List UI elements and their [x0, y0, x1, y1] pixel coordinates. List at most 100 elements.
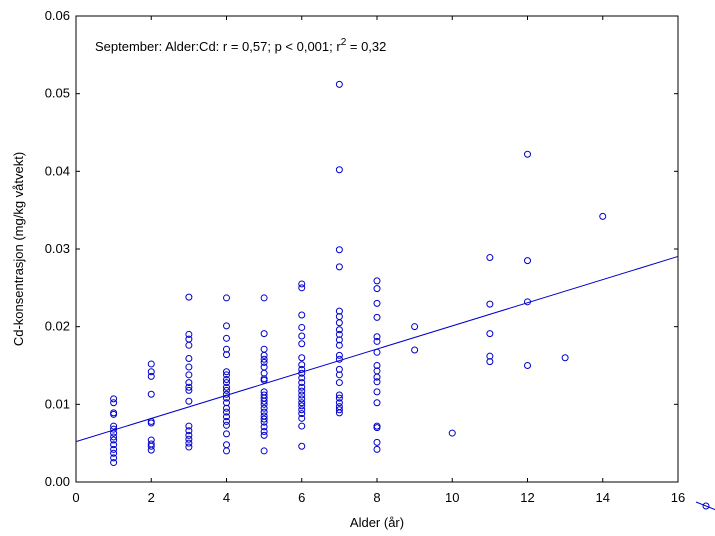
data-point: [335, 307, 343, 315]
y-axis-label: Cd-konsentrasjon (mg/kg våtvekt): [11, 152, 26, 346]
data-point: [524, 362, 531, 369]
data-point: [298, 422, 306, 430]
data-point: [373, 373, 381, 381]
data-point: [260, 428, 268, 436]
data-point: [260, 447, 268, 455]
data-point: [335, 341, 343, 349]
data-point: [147, 372, 155, 380]
data-point: [110, 425, 118, 433]
data-point: [373, 378, 381, 386]
plot-area: [75, 15, 679, 483]
data-point: [335, 409, 343, 417]
data-point: [223, 322, 230, 330]
data-point: [110, 459, 118, 467]
data-point: [373, 445, 381, 453]
data-point: [260, 423, 268, 431]
data-point: [373, 299, 381, 307]
data-point: [335, 166, 343, 174]
data-point: [260, 351, 268, 359]
data-point: [298, 284, 306, 292]
data-point: [223, 394, 230, 402]
data-point: [223, 408, 230, 416]
data-point: [335, 263, 343, 271]
data-point: [411, 346, 419, 354]
y-tick-label: 0.02: [45, 319, 70, 334]
data-point: [185, 293, 193, 301]
data-point: [185, 427, 193, 435]
data-point: [335, 319, 343, 327]
data-point: [486, 254, 494, 262]
data-point: [223, 379, 230, 387]
y-tick-label: 0.03: [45, 241, 70, 256]
data-point: [335, 365, 343, 373]
stats-annotation-superscript: 2: [341, 37, 347, 48]
data-point: [223, 390, 230, 398]
data-point: [561, 354, 569, 362]
data-point: [223, 430, 230, 438]
data-point: [298, 399, 306, 407]
data-point: [298, 442, 306, 450]
data-point: [223, 351, 230, 359]
x-tick-label: 12: [520, 490, 534, 505]
data-point: [298, 323, 306, 331]
data-point: [298, 340, 306, 348]
data-point: [448, 429, 456, 437]
data-point: [486, 300, 494, 308]
data-point: [298, 361, 306, 369]
data-point: [373, 285, 381, 293]
data-point: [147, 446, 155, 454]
data-point: [524, 150, 531, 158]
data-point: [335, 326, 343, 334]
data-point: [335, 371, 343, 379]
data-point: [298, 374, 306, 382]
data-point: [260, 294, 268, 302]
data-point: [147, 390, 155, 398]
data-point: [486, 358, 494, 366]
data-point: [335, 391, 343, 399]
x-axis-label: Alder (år): [350, 515, 404, 530]
data-point: [185, 330, 193, 338]
data-point: [298, 387, 306, 395]
data-point: [223, 294, 230, 302]
data-point: [260, 431, 268, 439]
data-point: [110, 395, 118, 403]
data-point: [110, 410, 118, 418]
data-point: [373, 313, 381, 321]
data-point: [298, 311, 306, 319]
data-point: [298, 383, 306, 391]
data-point: [110, 441, 118, 449]
data-point: [185, 341, 193, 349]
data-point: [223, 399, 230, 407]
data-point: [260, 369, 268, 377]
y-axis-ticks: 0.00 0.01 0.02 0.03 0.04 0.05 0.06: [45, 8, 678, 489]
data-point: [298, 369, 306, 377]
data-point: [260, 418, 268, 426]
data-point: [185, 386, 193, 394]
data-point: [185, 431, 193, 439]
data-point: [298, 332, 306, 340]
data-point: [373, 388, 381, 396]
data-point: [260, 415, 268, 423]
y-tick-label: 0.01: [45, 396, 70, 411]
data-point: [147, 442, 155, 450]
x-axis-ticks: 0 2 4 6 8 10 12 14 16: [72, 16, 685, 505]
data-point: [185, 379, 193, 387]
legend-marker-line: [695, 501, 715, 511]
data-point: [373, 438, 381, 446]
data-point: [147, 368, 155, 376]
data-point: [335, 406, 343, 414]
y-tick-label: 0.05: [45, 86, 70, 101]
data-point: [298, 379, 306, 387]
data-point: [298, 391, 306, 399]
x-tick-label: 6: [298, 490, 305, 505]
data-point: [185, 383, 193, 391]
data-point: [373, 399, 381, 407]
data-point: [335, 355, 343, 363]
data-point: [185, 439, 193, 447]
data-point: [298, 402, 306, 410]
data-point: [260, 397, 268, 405]
data-point: [185, 397, 193, 405]
data-point: [373, 362, 381, 369]
data-point: [411, 323, 419, 331]
